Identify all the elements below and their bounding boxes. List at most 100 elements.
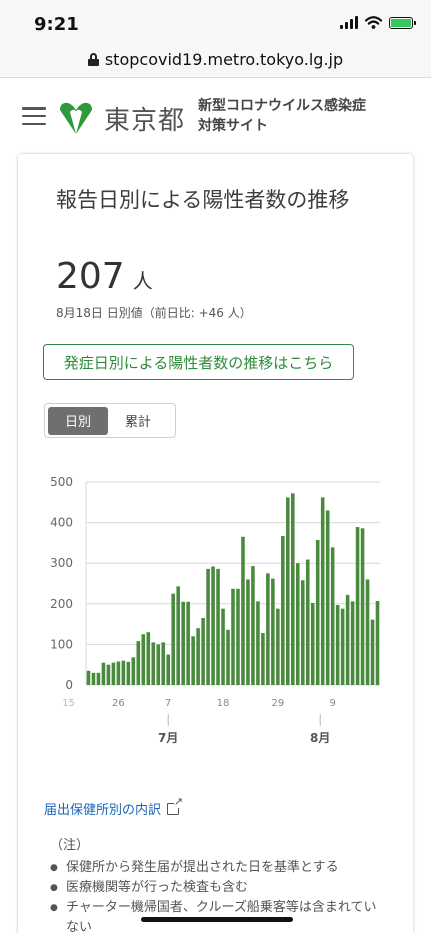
bar: [345, 594, 350, 685]
status-bar: 9:21: [0, 0, 431, 42]
report-by-health-center-link[interactable]: 届出保健所別の内訳: [44, 795, 184, 818]
logo-text: 東京都: [104, 106, 186, 136]
site-title-line-2: 対策サイト: [198, 118, 268, 134]
bar: [101, 662, 106, 685]
note-item: 医療機関等が行った検査も含む: [50, 878, 380, 898]
y-tick-label: 500: [50, 475, 73, 489]
bar: [86, 670, 91, 685]
bar: [281, 535, 285, 685]
y-tick-label: 400: [50, 516, 73, 530]
signal-icon: [340, 16, 358, 29]
x-tick-label: 26: [112, 698, 125, 709]
home-indicator: [141, 917, 293, 922]
bar: [191, 636, 195, 685]
site-title-line-1: 新型コロナウイルス感染症: [198, 98, 366, 114]
daily-cumulative-toggle: 日別 累計: [44, 403, 176, 438]
bar: [146, 632, 151, 685]
tokyo-logo-icon: [60, 102, 92, 134]
status-time: 9:21: [34, 14, 79, 35]
notes-heading: （注）: [50, 838, 90, 853]
bar: [256, 601, 260, 685]
bar: [266, 573, 270, 685]
bar: [251, 566, 255, 685]
x-tick-label: 9: [329, 698, 335, 709]
y-tick-label: 100: [50, 637, 73, 651]
bar: [305, 559, 310, 685]
bar: [271, 578, 275, 685]
bar: [286, 497, 290, 685]
bar: [226, 629, 230, 685]
bar: [310, 602, 315, 685]
bar: [216, 568, 220, 685]
positive-cases-bar-chart: 0 100 200 300 400 500 15 26 7 18 29 9 7月 8月: [50, 475, 380, 745]
bar: [221, 608, 225, 685]
y-tick-label: 200: [50, 597, 73, 611]
date-note: 8月18日 日別値（前日比: +46 人）: [56, 306, 252, 320]
x-tick-label: 18: [217, 698, 230, 709]
battery-icon: [389, 16, 416, 29]
bar: [206, 568, 210, 685]
bar: [166, 654, 171, 685]
card-title: 報告日別による陽性者数の推移: [56, 188, 350, 212]
bar: [156, 644, 161, 685]
bar: [171, 593, 175, 685]
report-link-label: 届出保健所別の内訳: [44, 803, 162, 818]
lock-icon: [87, 53, 99, 66]
bar: [365, 579, 370, 685]
bar: [176, 586, 180, 685]
y-tick-label: 300: [50, 556, 73, 570]
bar: [246, 579, 250, 685]
bar: [236, 588, 240, 685]
bar: [126, 661, 131, 685]
menu-icon[interactable]: [22, 107, 46, 125]
toggle-cumulative-button[interactable]: 累計: [124, 415, 151, 430]
bar: [121, 660, 126, 685]
bar: [375, 600, 380, 685]
month-label: 8月: [310, 731, 330, 745]
site-title[interactable]: 新型コロナウイルス感染症 対策サイト: [198, 96, 366, 136]
count-unit: 人: [132, 269, 153, 293]
external-link-icon: [167, 795, 184, 815]
chart-card: 報告日別による陽性者数の推移 207 人 8月18日 日別値（前日比: +46 人…: [18, 154, 413, 933]
bar: [261, 633, 265, 685]
count-display: 207 人: [56, 256, 153, 297]
bar: [211, 566, 215, 685]
bar: [186, 601, 190, 685]
bar: [355, 527, 360, 685]
bar: [335, 605, 340, 685]
onset-date-link-button[interactable]: 発症日別による陽性者数の推移はこちら: [43, 344, 354, 380]
toggle-daily-button[interactable]: 日別: [48, 406, 108, 435]
bar: [161, 642, 166, 685]
bar: [111, 662, 116, 685]
bar: [181, 601, 185, 685]
bar: [320, 497, 325, 685]
month-label: 7月: [158, 731, 178, 745]
address-bar[interactable]: stopcovid19.metro.tokyo.lg.jp: [0, 42, 431, 78]
url-text: stopcovid19.metro.tokyo.lg.jp: [104, 50, 344, 69]
bar: [116, 661, 121, 685]
bar: [91, 672, 96, 685]
bar: [131, 657, 136, 685]
bar: [325, 510, 330, 685]
bar: [201, 618, 205, 685]
note-item: 保健所から発生届が提出された日を基準とする: [50, 858, 380, 878]
note-item: チャーター機帰国者、クルーズ船乗客等は含まれていない: [50, 898, 380, 933]
bar: [330, 547, 335, 685]
bar: [231, 588, 235, 685]
x-tick-label: 15: [62, 698, 75, 709]
bar: [300, 580, 305, 685]
y-tick-label: 0: [65, 678, 73, 692]
bar: [106, 664, 111, 685]
bar: [96, 672, 101, 685]
bar: [350, 601, 355, 685]
bar: [196, 628, 200, 685]
bar: [276, 608, 280, 685]
bar: [360, 528, 365, 685]
bar: [291, 493, 295, 685]
status-icons: [340, 16, 416, 29]
bar: [315, 540, 320, 685]
bar: [151, 642, 156, 685]
bar: [136, 641, 141, 685]
wifi-icon: [365, 16, 382, 29]
x-tick-label: 29: [271, 698, 284, 709]
